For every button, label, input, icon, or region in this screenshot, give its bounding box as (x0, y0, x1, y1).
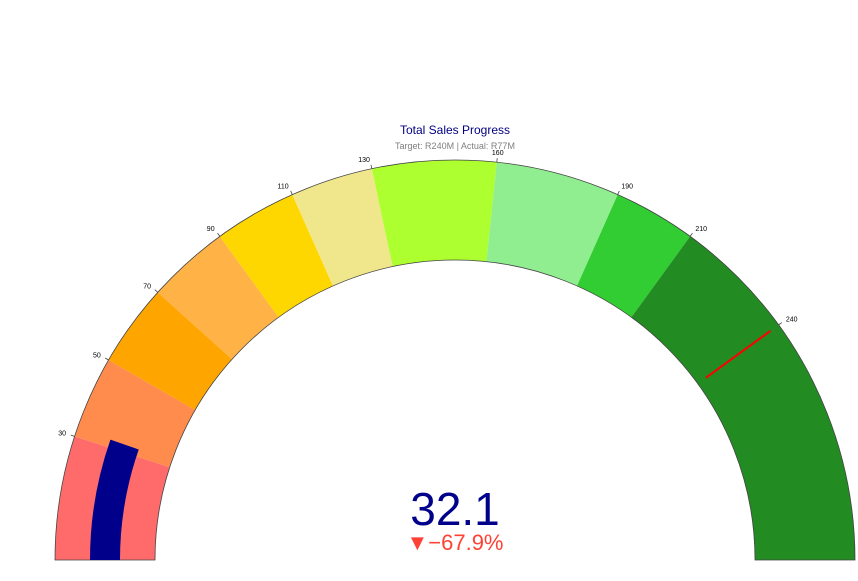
gauge-band-1 (74, 360, 196, 468)
gauge-tick-mark (689, 232, 693, 237)
gauge-tick-label: 190 (621, 183, 633, 190)
gauge-bands (54, 159, 856, 561)
chart-title: Total Sales Progress (400, 123, 510, 137)
gauge-value: 32.1 (410, 483, 500, 535)
gauge-tick-mark (70, 434, 75, 437)
gauge-tick-mark (370, 164, 373, 169)
gauge-outline (54, 159, 856, 561)
gauge-tick-label: 90 (207, 226, 215, 233)
gauge-tick-mark (217, 232, 221, 237)
chart-subtitle: Target: R240M | Actual: R77M (395, 141, 515, 151)
gauge-threshold-group (705, 329, 772, 379)
gauge-band-8 (577, 194, 691, 318)
gauge-band-2 (108, 292, 233, 410)
gauge-tick-label: 210 (695, 226, 707, 233)
gauge-threshold-line (705, 329, 772, 379)
gauge-tick-mark (778, 322, 783, 326)
gauge-tick-label: 130 (358, 157, 370, 164)
gauge-ticks: 30 50 70 90 110 130 160 190 210 240 (58, 150, 797, 437)
gauge-tick-mark (154, 289, 159, 293)
gauge-tick-label: 70 (143, 283, 151, 290)
gauge-band-3 (157, 236, 279, 360)
gauge-tick-mark (617, 190, 620, 195)
gauge-tick-mark (104, 357, 109, 361)
gauge-tick-label: 110 (277, 183, 288, 190)
gauge-delta: ▼−67.9% (406, 530, 503, 555)
gauge-value-bar-group (90, 439, 139, 560)
gauge-value-bar (90, 439, 139, 560)
gauge-band-6 (371, 160, 497, 267)
gauge-band-5 (292, 168, 393, 286)
gauge-band-4 (219, 194, 333, 318)
gauge-tick-mark (290, 190, 293, 195)
gauge-tick-label: 240 (786, 317, 798, 324)
gauge-band-9 (631, 236, 855, 561)
gauge-tick-label: 50 (93, 353, 101, 360)
gauge-tick-label: 30 (58, 431, 66, 438)
gauge-tick-label: 160 (492, 150, 504, 157)
gauge-band-7 (486, 162, 618, 286)
